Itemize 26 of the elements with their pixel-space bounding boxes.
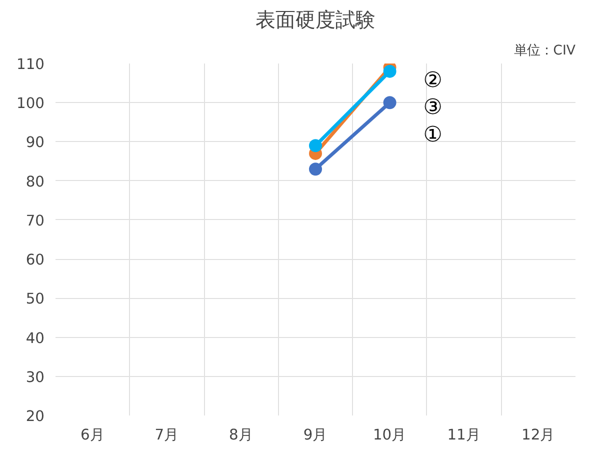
- series-label: ①: [423, 122, 442, 148]
- x-tick-label: 8月: [229, 426, 254, 444]
- y-tick-label: 60: [26, 252, 45, 269]
- series-label: ②: [423, 68, 442, 93]
- text: 単位：CIV: [514, 44, 576, 58]
- y-tick-label: 100: [16, 95, 45, 112]
- x-tick-label: 10月: [372, 426, 407, 444]
- y-tick-label: 30: [26, 368, 45, 386]
- x-tick-label: 12月: [522, 426, 556, 444]
- point: [383, 64, 396, 78]
- y-tick-label: 40: [26, 330, 45, 347]
- y-tick-label: 110: [16, 56, 45, 73]
- y-tick-label: 70: [26, 212, 45, 230]
- chart-title: 表面硬度試験: [256, 8, 376, 32]
- y-tick-label: 80: [26, 173, 45, 190]
- series-label: ③: [423, 95, 442, 120]
- y-tick-label: 20: [26, 408, 45, 425]
- x-tick-label: 6月: [80, 426, 105, 444]
- y-tick-label: 90: [26, 134, 45, 152]
- point: [309, 139, 322, 152]
- x-tick-label: 11月: [447, 426, 481, 444]
- x-tick-label: 9月: [303, 426, 328, 444]
- y-tick-label: 50: [26, 290, 45, 308]
- point: [309, 162, 322, 176]
- point: [383, 96, 396, 110]
- x-tick-label: 7月: [154, 426, 180, 444]
